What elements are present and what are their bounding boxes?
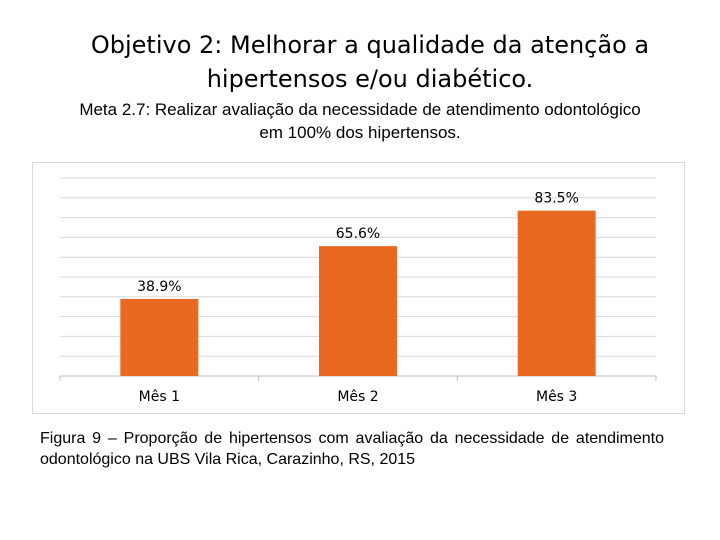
slide-title-line1: Objetivo 2: Melhorar a qualidade da aten… (90, 31, 650, 59)
bar-1 (120, 298, 199, 376)
data-label-2: 65.6% (336, 226, 380, 242)
bar-chart: 38.9% Mês 1 65.6% Mês 2 83.5% Mês 3 (32, 162, 685, 414)
data-label-1: 38.9% (137, 279, 181, 295)
slide-title: Objetivo 2: Melhorar a qualidade da aten… (60, 28, 680, 96)
bar-2 (319, 246, 397, 376)
data-label-3: 83.5% (534, 191, 578, 207)
slide-title-line2: hipertensos e/ou diabético. (206, 65, 534, 93)
x-tick-label-3: Mês 3 (536, 389, 577, 405)
bar-chart-svg: 38.9% Mês 1 65.6% Mês 2 83.5% Mês 3 (59, 177, 657, 405)
meta-description-line2: em 100% dos hipertensos. (259, 123, 461, 142)
x-tick-label-1: Mês 1 (139, 389, 180, 405)
figure-caption: Figura 9 – Proporção de hipertensos com … (40, 430, 664, 468)
meta-description-line1: Meta 2.7: Realizar avaliação da necessid… (79, 100, 641, 119)
bar-3 (517, 210, 596, 376)
meta-description: Meta 2.7: Realizar avaliação da necessid… (30, 98, 690, 144)
x-tick-label-2: Mês 2 (337, 389, 378, 405)
